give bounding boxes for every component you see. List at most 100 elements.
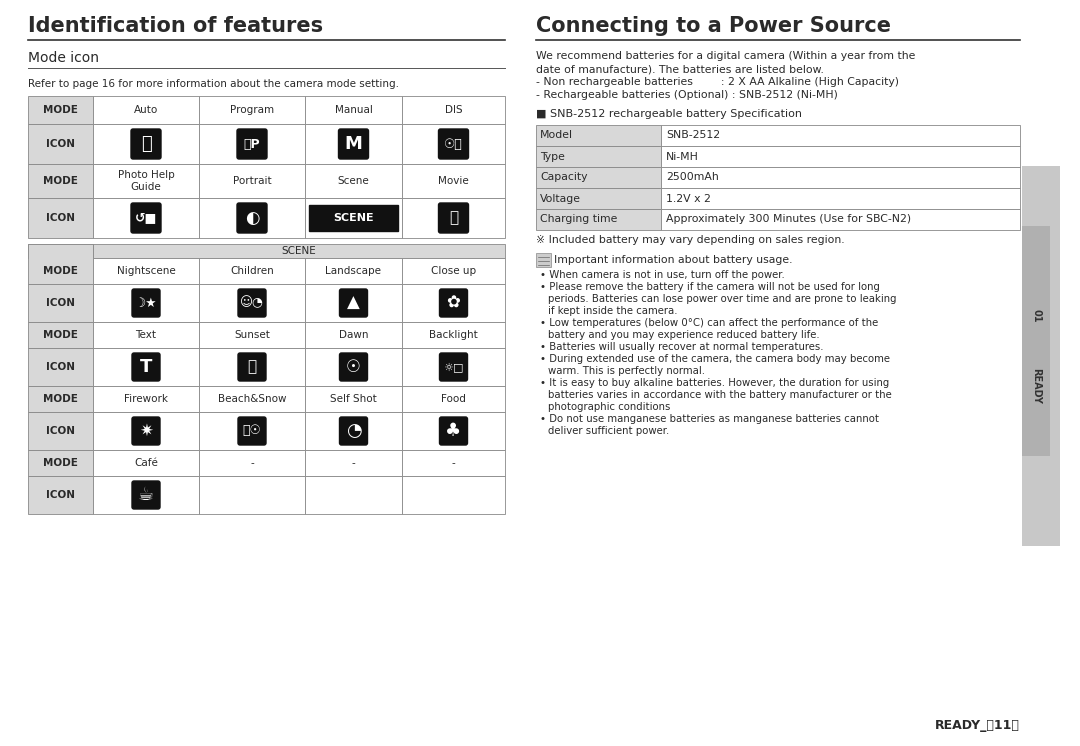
Text: T: T [139,358,152,376]
FancyBboxPatch shape [132,481,160,509]
Bar [661,146,1020,167]
Bar [199,476,305,514]
Text: ICON: ICON [46,139,75,149]
Bar [199,284,305,322]
Bar [199,412,305,450]
Text: MODE: MODE [43,330,78,340]
Bar [536,146,661,167]
FancyBboxPatch shape [238,417,266,445]
Bar [536,209,661,230]
Bar [402,198,505,238]
Text: ☕: ☕ [138,486,154,504]
Bar [28,476,93,514]
Bar [199,386,305,412]
Text: ☺◔: ☺◔ [240,296,264,310]
Text: 01: 01 [1031,310,1041,323]
FancyBboxPatch shape [339,417,367,445]
Text: MODE: MODE [43,458,78,468]
Bar [93,412,199,450]
Bar [28,284,93,322]
Text: Model: Model [540,131,573,140]
Text: • During extended use of the camera, the camera body may become: • During extended use of the camera, the… [540,354,890,364]
Bar [199,124,305,164]
FancyBboxPatch shape [237,129,267,159]
Text: 🎥: 🎥 [449,210,458,225]
Bar [28,244,93,284]
Text: Guide: Guide [131,182,161,192]
Bar [305,450,402,476]
Bar [536,167,661,188]
Text: ☼□: ☼□ [443,362,463,372]
Bar [93,164,199,198]
Text: Important information about battery usage.: Important information about battery usag… [554,255,793,265]
Bar [305,198,402,238]
Text: deliver sufficient power.: deliver sufficient power. [548,426,670,436]
Text: battery and you may experience reduced battery life.: battery and you may experience reduced b… [548,330,820,340]
Text: Type: Type [540,151,565,161]
Text: - Non rechargeable batteries        : 2 X AA Alkaline (High Capacity): - Non rechargeable batteries : 2 X AA Al… [536,77,899,87]
Bar [661,167,1020,188]
Text: Self Shot: Self Shot [330,394,377,404]
FancyBboxPatch shape [440,353,468,381]
Text: ■ SNB-2512 rechargeable battery Specification: ■ SNB-2512 rechargeable battery Specific… [536,109,802,119]
Text: • When camera is not in use, turn off the power.: • When camera is not in use, turn off th… [540,270,785,280]
Text: Program: Program [230,105,274,115]
Text: -: - [451,458,456,468]
Text: Text: Text [135,330,157,340]
Text: ◔: ◔ [346,422,362,440]
Text: warm. This is perfectly normal.: warm. This is perfectly normal. [548,366,705,376]
Text: Landscape: Landscape [325,266,381,276]
Text: Mode icon: Mode icon [28,51,99,65]
Bar [28,198,93,238]
Bar [309,205,399,231]
Bar [402,348,505,386]
Bar [1022,226,1050,456]
Text: Identification of features: Identification of features [28,16,323,36]
Bar [199,96,305,124]
Text: ✿: ✿ [446,294,460,312]
Bar [402,322,505,348]
Text: • Please remove the battery if the camera will not be used for long: • Please remove the battery if the camer… [540,282,880,292]
Bar [28,96,93,124]
Bar [199,164,305,198]
Bar [1022,166,1059,546]
Text: • Do not use manganese batteries as manganese batteries cannot: • Do not use manganese batteries as mang… [540,414,879,424]
FancyBboxPatch shape [438,203,469,233]
Text: Ni-MH: Ni-MH [666,151,699,161]
Text: MODE: MODE [43,266,78,276]
FancyBboxPatch shape [132,289,160,317]
Bar [305,322,402,348]
Text: Nightscene: Nightscene [117,266,175,276]
Bar [402,476,505,514]
Bar [28,348,93,386]
Text: SCENE: SCENE [334,213,374,223]
Text: batteries varies in accordance with the battery manufacturer or the: batteries varies in accordance with the … [548,390,892,400]
Text: We recommend batteries for a digital camera (Within a year from the: We recommend batteries for a digital cam… [536,51,916,61]
Bar [305,476,402,514]
Text: • It is easy to buy alkaline batteries. However, the duration for using: • It is easy to buy alkaline batteries. … [540,378,889,388]
Bar [402,450,505,476]
Text: SCENE: SCENE [282,246,316,256]
Bar [28,412,93,450]
Text: periods. Batteries can lose power over time and are prone to leaking: periods. Batteries can lose power over t… [548,294,896,304]
Text: MODE: MODE [43,176,78,186]
FancyBboxPatch shape [339,353,367,381]
Bar [93,244,505,258]
Text: Café: Café [134,458,158,468]
Bar [28,124,93,164]
Text: SNB-2512: SNB-2512 [666,131,720,140]
Text: • Low temperatures (below 0°C) can affect the performance of the: • Low temperatures (below 0°C) can affec… [540,318,878,328]
FancyBboxPatch shape [131,129,161,159]
Text: ☉: ☉ [346,358,361,376]
Bar [402,124,505,164]
Text: -: - [251,458,254,468]
Text: 📷: 📷 [140,135,151,153]
Text: Beach&Snow: Beach&Snow [218,394,286,404]
Text: ICON: ICON [46,426,75,436]
Text: Voltage: Voltage [540,193,581,204]
Text: ICON: ICON [46,298,75,308]
Bar [93,198,199,238]
Text: 1.2V x 2: 1.2V x 2 [666,193,711,204]
Bar [305,412,402,450]
Text: Firework: Firework [124,394,168,404]
